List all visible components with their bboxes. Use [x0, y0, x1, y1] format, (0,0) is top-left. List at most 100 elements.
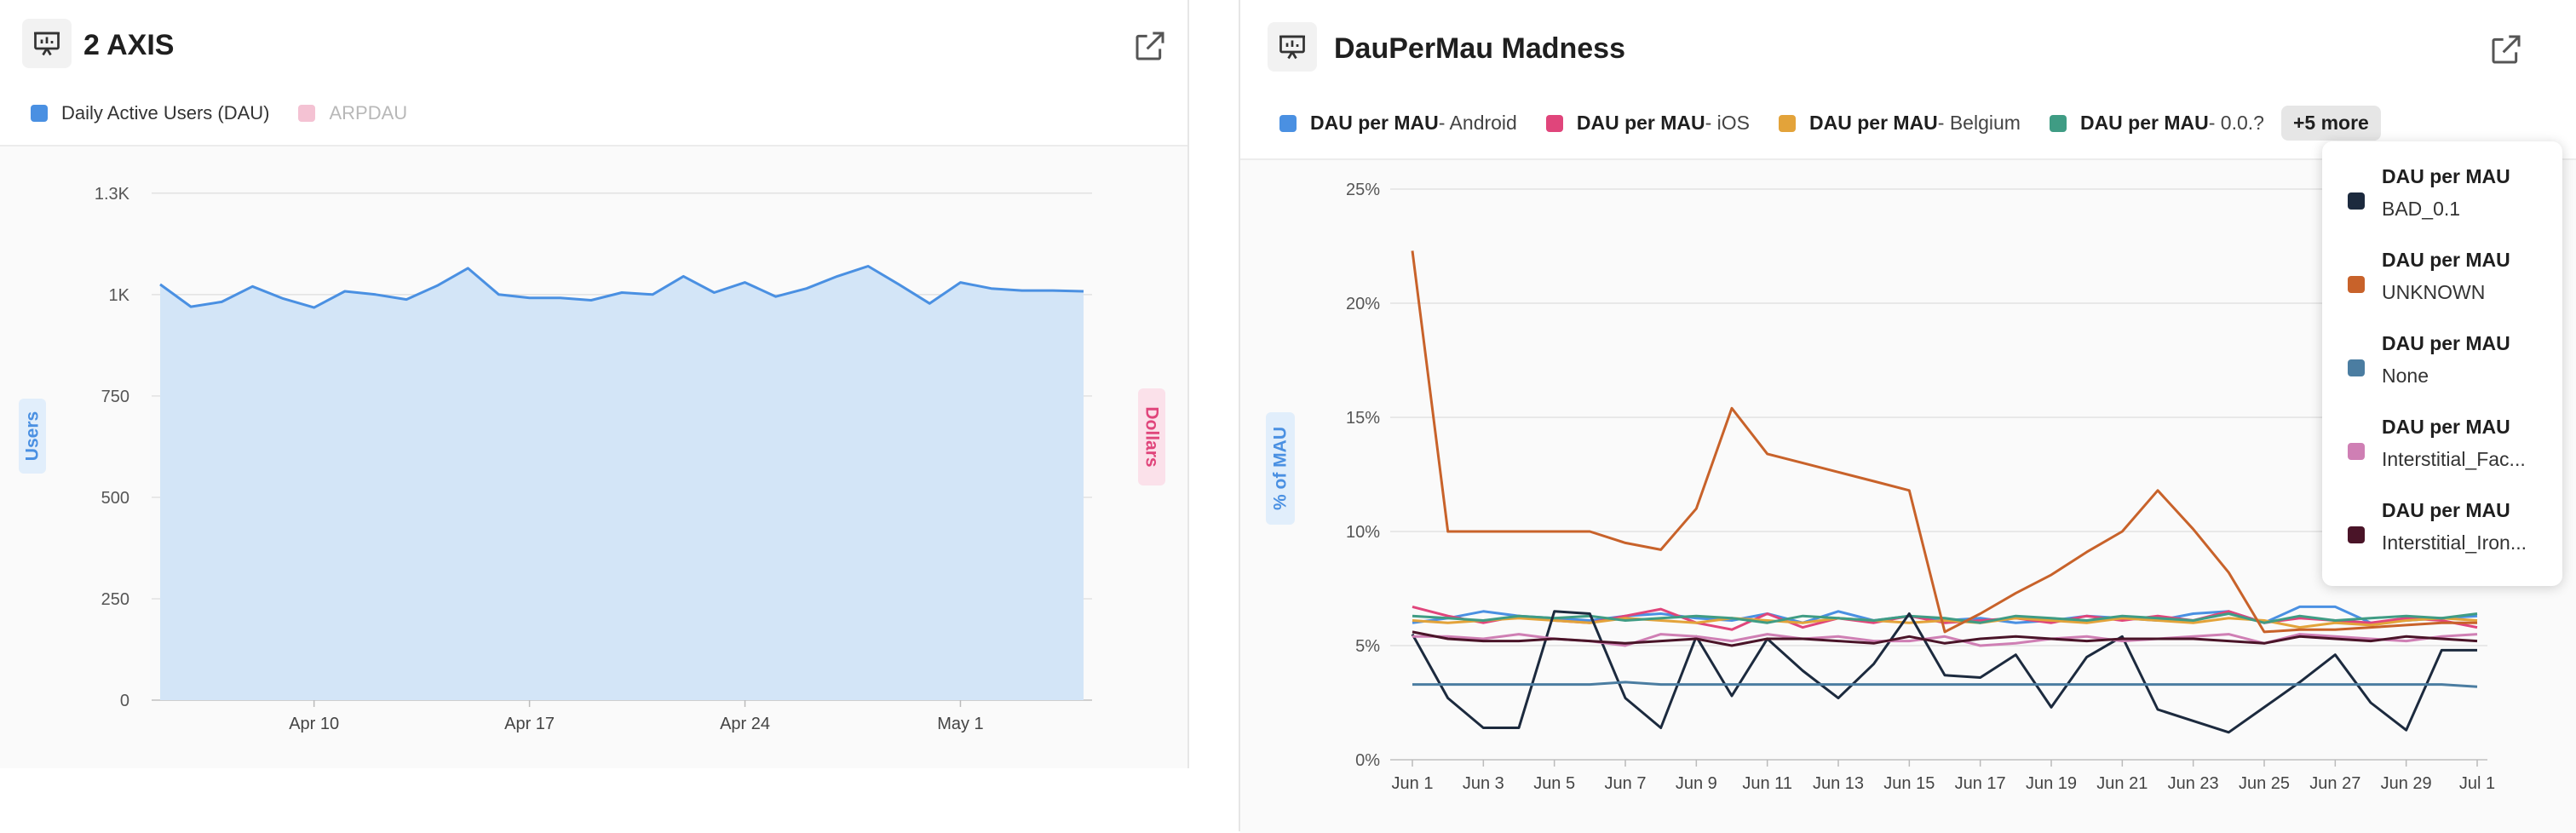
- legend-swatch: [2049, 114, 2067, 132]
- legend-suffix: - Belgium: [1937, 112, 2021, 134]
- x-tick-label: Apr 10: [289, 715, 339, 733]
- x-tick-label: Apr 17: [504, 715, 555, 733]
- legend-item-arpdau[interactable]: ARPDAU: [298, 102, 407, 124]
- y-tick-label: 1.3K: [95, 185, 130, 204]
- y-tick-label: 0: [120, 692, 129, 710]
- popup-item-sub: BAD_0.1: [2382, 198, 2461, 220]
- popup-item-sub: Interstitial_Iron...: [2382, 531, 2527, 554]
- legend-item-ios[interactable]: DAU per MAU - iOS: [1545, 112, 1751, 135]
- line-chart: 0% 5% 10% 15% 20% 25% Jun 1 Jun 3 Jun 5 Jun 7 Jun …: [1266, 181, 2495, 793]
- y-tick-label: 0%: [1355, 751, 1380, 770]
- y2-axis-label-bg: [1138, 388, 1165, 485]
- y-axis-label-bg: [19, 399, 46, 474]
- legend-item-dau[interactable]: Daily Active Users (DAU): [31, 102, 269, 124]
- x-tick-label: Apr 24: [720, 715, 770, 733]
- legend-swatch: [298, 105, 316, 122]
- chart-legend: Daily Active Users (DAU) ARPDAU: [31, 102, 436, 124]
- series-line-6: [1412, 681, 2478, 688]
- y-tick-label: 1K: [109, 286, 130, 305]
- legend-label: Daily Active Users (DAU): [61, 102, 270, 124]
- x-tick-label: May 1: [937, 715, 983, 733]
- y-tick-label: 10%: [1346, 523, 1380, 542]
- x-tick-label: Jun 23: [2168, 774, 2219, 793]
- chart-panel-2-axis: 2 AXIS Daily Active Users (DAU) ARPDAU 0…: [0, 0, 1189, 768]
- popup-item-interstitial-iron[interactable]: DAU per MAU Interstitial_Iron...: [2322, 492, 2562, 576]
- legend-swatch: [1279, 114, 1297, 132]
- legend-item-android[interactable]: DAU per MAU - Android: [1279, 112, 1517, 135]
- x-tick-label: Jun 29: [2381, 774, 2432, 793]
- popup-item-title: DAU per MAU: [2382, 249, 2510, 271]
- series-line-4: [1411, 610, 2477, 734]
- popup-item-interstitial-fac[interactable]: DAU per MAU Interstitial_Fac...: [2322, 409, 2562, 492]
- legend-item-belgium[interactable]: DAU per MAU - Belgium: [1779, 112, 2021, 135]
- popup-item-title: DAU per MAU: [2382, 499, 2510, 521]
- area-chart: 0 250 500 750 1K 1.3K Apr 10 Apr 17 Apr 24 May 1 U…: [19, 185, 1165, 733]
- popup-item-title: DAU per MAU: [2382, 332, 2510, 354]
- popup-item-title: DAU per MAU: [2382, 165, 2510, 187]
- y-tick-label: 500: [101, 489, 129, 508]
- popup-item-unknown[interactable]: DAU per MAU UNKNOWN: [2322, 242, 2562, 325]
- x-tick-label: Jun 5: [1533, 774, 1575, 793]
- legend-suffix: - Android: [1438, 112, 1517, 134]
- popup-item-sub: UNKNOWN: [2382, 281, 2486, 303]
- y-tick-label: 25%: [1346, 181, 1380, 199]
- legend-swatch: [31, 105, 48, 122]
- y-tick-label: 5%: [1355, 637, 1380, 656]
- y-axis-label-bg: [1266, 412, 1295, 525]
- x-tick-label: Jun 27: [2309, 774, 2360, 793]
- x-tick-label: Jun 3: [1463, 774, 1504, 793]
- legend-label: DAU per MAU: [1576, 112, 1705, 134]
- external-link-icon[interactable]: [2489, 32, 2523, 66]
- legend-swatch: [1545, 114, 1563, 132]
- popup-item-sub: None: [2382, 365, 2429, 387]
- popup-item-bad[interactable]: DAU per MAU BAD_0.1: [2322, 158, 2562, 242]
- x-tick-label: Jun 25: [2239, 774, 2290, 793]
- dau-series-line: [159, 265, 1084, 309]
- y2-axis-label: Dollars: [1142, 406, 1162, 467]
- y-axis-label: % of MAU: [1271, 427, 1291, 510]
- x-tick-label: Jun 21: [2096, 774, 2148, 793]
- legend-suffix: - 0.0.?: [2208, 112, 2264, 134]
- chart-title: DauPerMau Madness: [1334, 32, 1625, 65]
- popup-item-sub: Interstitial_Fac...: [2382, 448, 2526, 470]
- legend-swatch: [2348, 276, 2365, 293]
- chart-legend: DAU per MAU - Android DAU per MAU - iOS …: [1279, 106, 2381, 141]
- more-series-button[interactable]: +5 more: [2280, 106, 2381, 141]
- more-series-popup: DAU per MAU BAD_0.1 DAU per MAU UNKNOWN …: [2322, 141, 2562, 586]
- presentation-chart-icon: [1268, 22, 1317, 72]
- x-tick-label: Jun 11: [1742, 774, 1792, 793]
- legend-swatch: [1779, 114, 1797, 132]
- x-tick-label: Jun 9: [1676, 774, 1717, 793]
- x-tick-label: Jun 1: [1392, 774, 1434, 793]
- popup-item-none[interactable]: DAU per MAU None: [2322, 325, 2562, 409]
- y-tick-label: 750: [101, 388, 129, 406]
- x-tick-label: Jun 17: [1955, 774, 2006, 793]
- legend-swatch: [2348, 192, 2365, 210]
- y-tick-label: 15%: [1346, 409, 1380, 428]
- series-line-2: [1412, 617, 2478, 629]
- legend-label: DAU per MAU: [1809, 112, 1938, 134]
- external-link-icon[interactable]: [1133, 29, 1167, 63]
- legend-swatch: [2348, 443, 2365, 460]
- y-tick-label: 250: [101, 590, 129, 609]
- legend-swatch: [2348, 359, 2365, 376]
- y-axis-label: Users: [23, 411, 43, 461]
- popup-item-title: DAU per MAU: [2382, 416, 2510, 438]
- legend-label: ARPDAU: [329, 102, 408, 124]
- x-tick-label: Jul 1: [2459, 774, 2495, 793]
- legend-label: DAU per MAU: [2079, 112, 2209, 134]
- series-line-8: [1412, 630, 2478, 647]
- x-tick-label: Jun 13: [1813, 774, 1864, 793]
- chart-title: 2 AXIS: [83, 29, 175, 61]
- x-tick-label: Jun 7: [1605, 774, 1647, 793]
- dau-area-fill: [160, 266, 1084, 700]
- legend-label: DAU per MAU: [1310, 112, 1439, 134]
- y-tick-label: 20%: [1346, 295, 1380, 313]
- series-line-5: [1411, 250, 2477, 634]
- legend-item-version[interactable]: DAU per MAU - 0.0.?: [2049, 112, 2264, 135]
- x-tick-label: Jun 19: [2026, 774, 2077, 793]
- legend-swatch: [2348, 526, 2365, 543]
- x-tick-label: Jun 15: [1883, 774, 1935, 793]
- legend-suffix: - iOS: [1705, 112, 1751, 134]
- presentation-chart-icon: [22, 19, 72, 68]
